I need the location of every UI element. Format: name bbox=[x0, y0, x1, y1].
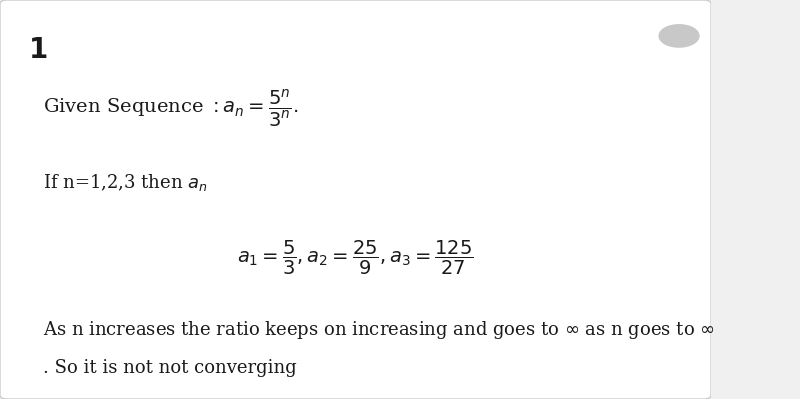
Text: If n=1,2,3 then $a_n$: If n=1,2,3 then $a_n$ bbox=[42, 172, 207, 193]
Text: 1: 1 bbox=[29, 36, 48, 64]
Text: . So it is not not converging: . So it is not not converging bbox=[42, 359, 297, 377]
Text: As n increases the ratio keeps on increasing and goes to $\infty$ as n goes to $: As n increases the ratio keeps on increa… bbox=[42, 319, 714, 341]
Circle shape bbox=[659, 25, 699, 47]
Text: Given Sequence $:a_n = \dfrac{5^n}{3^n}.$: Given Sequence $:a_n = \dfrac{5^n}{3^n}.… bbox=[42, 88, 298, 129]
Text: $a_1 = \dfrac{5}{3}, a_2 = \dfrac{25}{9}, a_3 = \dfrac{125}{27}$: $a_1 = \dfrac{5}{3}, a_2 = \dfrac{25}{9}… bbox=[237, 239, 474, 277]
FancyBboxPatch shape bbox=[0, 0, 711, 399]
